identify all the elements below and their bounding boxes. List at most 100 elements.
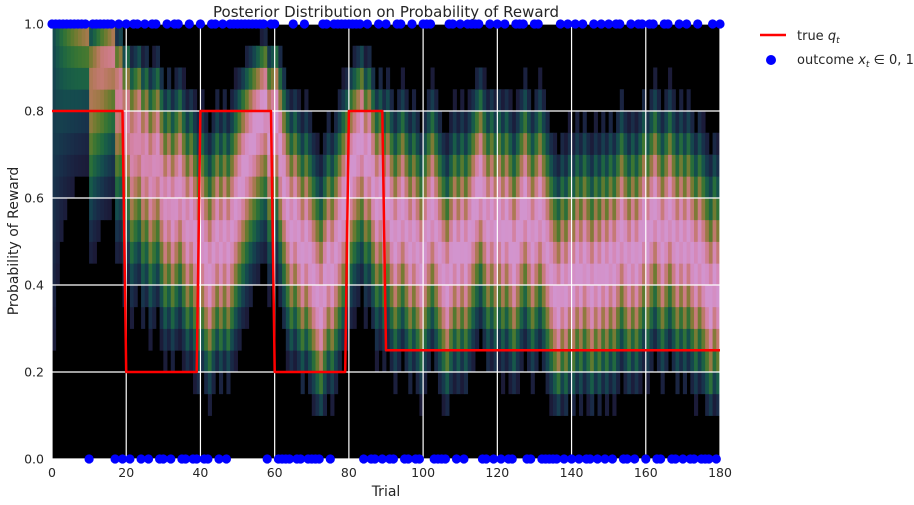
heat-cell bbox=[400, 111, 405, 134]
heat-cell bbox=[645, 285, 650, 308]
heat-cell bbox=[267, 89, 272, 112]
heat-cell bbox=[118, 176, 123, 199]
heat-cell bbox=[679, 176, 684, 199]
heat-cell bbox=[675, 241, 680, 264]
heat-cell bbox=[170, 198, 175, 221]
heat-cell bbox=[163, 111, 168, 134]
heat-cell bbox=[259, 154, 264, 177]
heat-cell bbox=[304, 219, 309, 242]
outcome-point bbox=[440, 454, 450, 464]
heat-cell bbox=[590, 306, 595, 329]
heat-cell bbox=[293, 241, 298, 264]
heat-cell bbox=[567, 198, 572, 221]
heat-cell bbox=[356, 154, 361, 177]
heat-cell bbox=[193, 111, 198, 134]
heat-cell bbox=[386, 285, 391, 308]
heat-cell bbox=[679, 241, 684, 264]
y-tick-label: 1.0 bbox=[24, 17, 44, 32]
heat-cell bbox=[634, 176, 639, 199]
heat-cell bbox=[541, 198, 546, 221]
heat-cell bbox=[256, 132, 261, 155]
heat-cell bbox=[649, 176, 654, 199]
heat-cell bbox=[237, 219, 242, 242]
heat-cell bbox=[293, 111, 298, 134]
heat-cell bbox=[475, 219, 480, 242]
heat-cell bbox=[471, 111, 476, 134]
heat-cell bbox=[705, 285, 710, 308]
heat-cell bbox=[85, 111, 90, 134]
heat-cell bbox=[553, 154, 558, 177]
heat-cell bbox=[608, 328, 613, 351]
heat-cell bbox=[575, 350, 580, 373]
heat-cell bbox=[463, 198, 469, 221]
heat-cell bbox=[653, 241, 658, 264]
heat-cell bbox=[608, 111, 613, 134]
outcome-point bbox=[221, 454, 231, 464]
heat-cell bbox=[363, 111, 368, 134]
heat-cell bbox=[564, 372, 569, 395]
heat-cell bbox=[393, 263, 398, 286]
heat-cell bbox=[664, 241, 669, 264]
heat-cell bbox=[463, 372, 469, 395]
heat-cell bbox=[144, 89, 149, 112]
heat-cell bbox=[449, 176, 454, 199]
heat-cell bbox=[519, 350, 524, 373]
heat-cell bbox=[155, 263, 161, 286]
heat-cell bbox=[426, 111, 431, 134]
heat-cell bbox=[133, 45, 138, 68]
heat-cell bbox=[341, 89, 346, 112]
heat-cell bbox=[397, 285, 402, 308]
outcome-point bbox=[648, 19, 658, 29]
heat-cell bbox=[578, 241, 584, 264]
heat-cell bbox=[408, 198, 413, 221]
heat-cell bbox=[159, 111, 164, 134]
heat-cell bbox=[300, 219, 305, 242]
heat-cell bbox=[616, 350, 621, 373]
heat-cell bbox=[334, 241, 339, 264]
heat-cell bbox=[512, 154, 517, 177]
heat-cell bbox=[252, 111, 257, 134]
heat-cell bbox=[367, 111, 372, 134]
heat-cell bbox=[200, 132, 205, 155]
heat-cell bbox=[653, 154, 658, 177]
heat-cell bbox=[378, 176, 383, 199]
heat-cell bbox=[612, 132, 617, 155]
outcome-point bbox=[518, 19, 528, 29]
heat-cell bbox=[586, 198, 591, 221]
heat-cell bbox=[70, 111, 75, 134]
heat-cell bbox=[664, 176, 669, 199]
heat-cell bbox=[270, 89, 276, 112]
heat-cell bbox=[256, 89, 261, 112]
heat-cell bbox=[411, 132, 417, 155]
heat-cell bbox=[334, 306, 339, 329]
heat-cell bbox=[675, 111, 680, 134]
heat-cell bbox=[356, 176, 361, 199]
heat-cell bbox=[111, 176, 116, 199]
heat-cell bbox=[263, 154, 268, 177]
heat-cell bbox=[226, 219, 231, 242]
heat-cell bbox=[200, 263, 205, 286]
heat-cell bbox=[478, 198, 483, 221]
heat-cell bbox=[642, 350, 647, 373]
heat-cell bbox=[508, 263, 513, 286]
heat-cell bbox=[523, 263, 528, 286]
heat-cell bbox=[690, 372, 695, 395]
heat-cell bbox=[556, 198, 561, 221]
heat-cell bbox=[144, 176, 149, 199]
heat-cell bbox=[233, 198, 238, 221]
heat-cell bbox=[534, 350, 539, 373]
heat-cell bbox=[475, 241, 480, 264]
heat-cell bbox=[100, 154, 105, 177]
heat-cell bbox=[174, 89, 179, 112]
heat-cell bbox=[441, 198, 446, 221]
heat-cell bbox=[170, 285, 175, 308]
heat-cell bbox=[352, 89, 357, 112]
heat-cell bbox=[712, 372, 717, 395]
heat-cell bbox=[608, 350, 613, 373]
heat-cell bbox=[638, 219, 643, 242]
heat-cell bbox=[586, 393, 591, 416]
heat-cell bbox=[601, 154, 606, 177]
heat-cell bbox=[671, 306, 676, 329]
heat-cell bbox=[137, 89, 142, 112]
heat-cell bbox=[241, 241, 246, 264]
